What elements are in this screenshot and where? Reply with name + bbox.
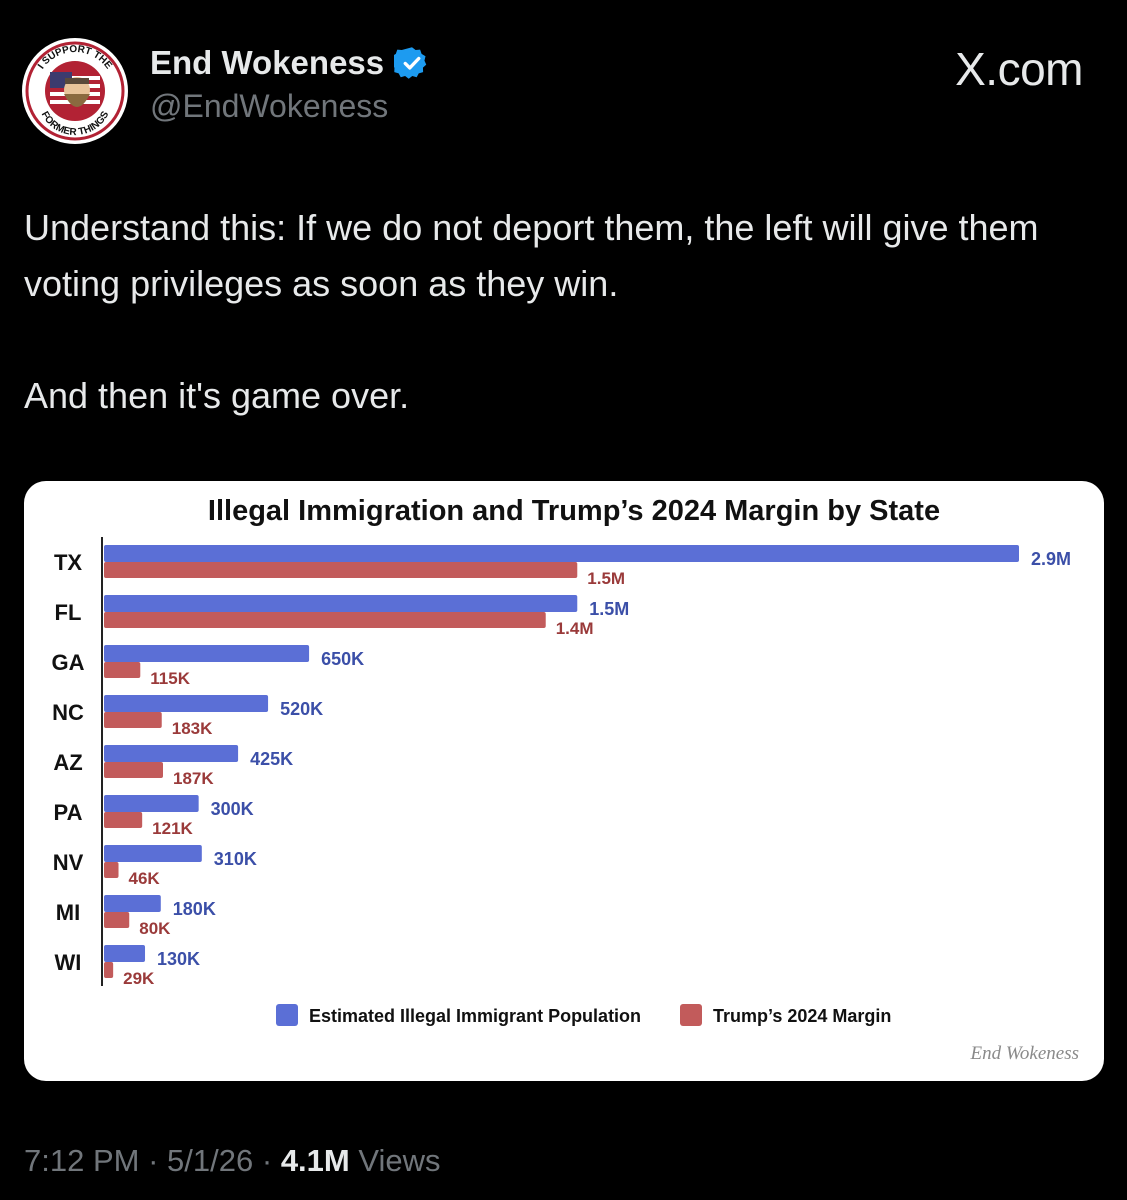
data-label-margin-mi: 80K	[139, 919, 171, 938]
display-name-text: End Wokeness	[150, 44, 385, 81]
avatar-badge-icon: I SUPPORT THE FORMER THINGS	[23, 39, 127, 143]
bar-margin-fl[interactable]	[104, 612, 546, 628]
bar-population-fl[interactable]	[104, 595, 578, 612]
state-label-mi: MI	[56, 900, 80, 925]
state-label-fl: FL	[55, 600, 82, 625]
bar-chart: Illegal Immigration and Trump’s 2024 Mar…	[52, 495, 1080, 1064]
chart-title: Illegal Immigration and Trump’s 2024 Mar…	[208, 495, 940, 527]
legend-margin-swatch	[680, 1004, 702, 1026]
bar-population-az[interactable]	[104, 745, 239, 762]
media-image[interactable]: Illegal Immigration and Trump’s 2024 Mar…	[24, 481, 1104, 1081]
display-name[interactable]: End Wokeness	[150, 44, 430, 82]
post-meta: 7:12 PM · 5/1/26 · 4.1M Views	[24, 1143, 441, 1179]
meta-separator: ·	[148, 1143, 159, 1178]
legend-margin-label: Trump’s 2024 Margin	[713, 1006, 891, 1026]
bar-margin-nc[interactable]	[104, 712, 162, 728]
views-label: Views	[358, 1143, 441, 1178]
bar-margin-az[interactable]	[104, 762, 164, 778]
bar-population-tx[interactable]	[104, 545, 1019, 562]
post-text: Understand this: If we do not deport the…	[24, 200, 1104, 424]
bar-margin-wi[interactable]	[104, 962, 114, 978]
state-label-pa: PA	[54, 800, 83, 825]
meta-separator: ·	[261, 1143, 273, 1178]
data-label-population-pa: 300K	[211, 799, 254, 819]
data-label-margin-pa: 121K	[152, 819, 193, 838]
state-label-wi: WI	[55, 950, 82, 975]
post-text-line-2: And then it's game over.	[24, 375, 410, 416]
data-label-margin-az: 187K	[173, 769, 214, 788]
user-handle[interactable]: @EndWokeness	[150, 88, 389, 124]
post-date[interactable]: 5/1/26	[167, 1143, 254, 1178]
post-text-line-1: Understand this: If we do not deport the…	[24, 207, 1039, 304]
chart-legend: Estimated Illegal Immigrant Population Tr…	[276, 1004, 891, 1026]
data-label-population-tx: 2.9M	[1031, 549, 1071, 569]
verified-badge-icon	[394, 47, 427, 79]
state-label-tx: TX	[54, 550, 82, 575]
legend-population-swatch	[276, 1004, 298, 1026]
data-label-population-nv: 310K	[214, 849, 257, 869]
data-label-population-mi: 180K	[173, 899, 216, 919]
bar-margin-pa[interactable]	[104, 812, 143, 828]
bar-margin-ga[interactable]	[104, 662, 141, 678]
state-label-az: AZ	[53, 750, 82, 775]
bar-population-nc[interactable]	[104, 695, 269, 712]
avatar[interactable]: I SUPPORT THE FORMER THINGS	[22, 38, 128, 144]
data-label-margin-tx: 1.5M	[587, 569, 625, 588]
bar-population-ga[interactable]	[104, 645, 310, 662]
brand-watermark: X.com	[955, 43, 1083, 95]
bar-population-wi[interactable]	[104, 945, 146, 962]
data-label-margin-fl: 1.4M	[556, 619, 594, 638]
data-label-population-nc: 520K	[280, 699, 323, 719]
bar-population-nv[interactable]	[104, 845, 202, 862]
chart-watermark: End Wokeness	[969, 1043, 1079, 1064]
state-label-ga: GA	[52, 650, 85, 675]
data-label-population-ga: 650K	[321, 649, 364, 669]
data-label-population-fl: 1.5M	[589, 599, 629, 619]
data-label-population-az: 425K	[250, 749, 293, 769]
data-label-margin-nv: 46K	[129, 869, 161, 888]
bar-margin-nv[interactable]	[104, 862, 119, 878]
legend-population-label: Estimated Illegal Immigrant Population	[309, 1006, 641, 1026]
bar-population-mi[interactable]	[104, 895, 161, 912]
post-time[interactable]: 7:12 PM	[24, 1143, 140, 1178]
data-label-margin-ga: 115K	[150, 669, 190, 688]
bar-margin-tx[interactable]	[104, 562, 578, 578]
data-label-margin-wi: 29K	[123, 969, 155, 988]
state-label-nv: NV	[53, 850, 84, 875]
state-label-nc: NC	[52, 700, 84, 725]
data-label-margin-nc: 183K	[172, 719, 213, 738]
bar-margin-mi[interactable]	[104, 912, 130, 928]
bar-population-pa[interactable]	[104, 795, 199, 812]
data-label-population-wi: 130K	[157, 949, 200, 969]
views-count[interactable]: 4.1M	[280, 1143, 350, 1178]
